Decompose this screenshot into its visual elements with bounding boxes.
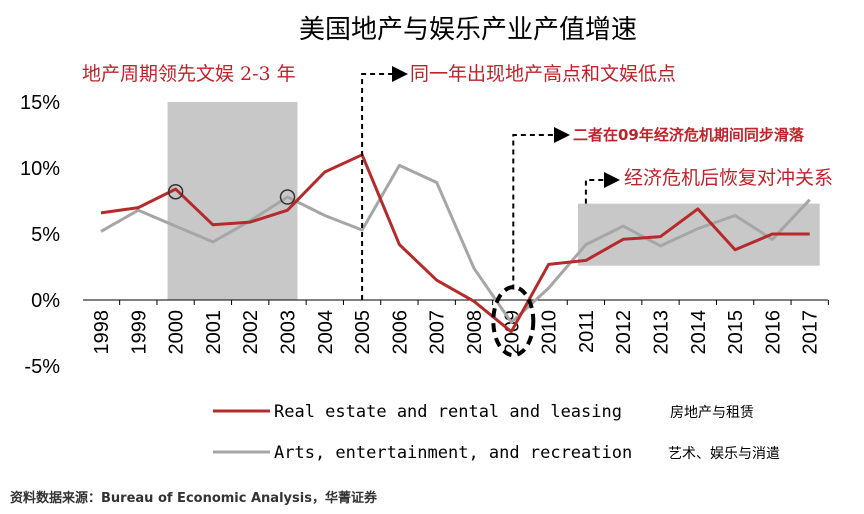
x-tick-label: 2011 <box>576 310 598 353</box>
legend-label-arts-cn: 艺术、娱乐与消遣 <box>668 446 780 462</box>
x-tick-label: 2003 <box>278 310 300 355</box>
x-tick-label: 2002 <box>240 310 262 355</box>
dashed-arrow <box>584 172 620 204</box>
x-tick-label: 2004 <box>315 310 337 355</box>
crisis-ellipse <box>491 285 536 358</box>
x-tick-label: 2015 <box>725 310 747 355</box>
legend-label-real-estate-cn: 房地产与租赁 <box>670 405 754 421</box>
source-note: 资料数据来源：Bureau of Economic Analysis，华菁证券 <box>10 490 378 506</box>
y-tick-label: 15% <box>20 92 60 114</box>
x-tick-label: 2014 <box>688 310 710 355</box>
legend-label-real-estate: Real estate and rental and leasing <box>274 402 622 422</box>
dashed-arrow <box>361 66 408 300</box>
x-tick-label: 2010 <box>539 310 561 355</box>
legend-label-arts: Arts, entertainment, and recreation <box>274 443 632 463</box>
y-tick-label: 10% <box>20 158 60 180</box>
x-tick-label: 2008 <box>464 310 486 355</box>
annotation-crisis: 二者在09年经济危机期间同步滑落 <box>573 126 805 144</box>
x-tick-label: 1999 <box>128 310 150 355</box>
x-tick-label: 2007 <box>427 310 449 355</box>
annotations: 地产周期领先文娱 2-3 年 同一年出现地产高点和文娱低点 二者在09年经济危机… <box>82 63 833 189</box>
x-tick-label: 2013 <box>651 310 673 355</box>
x-tick-label: 2005 <box>352 310 374 355</box>
y-axis: 15% 10% 5% 0% -5% <box>20 92 60 378</box>
series-line-real-estate <box>100 153 810 334</box>
x-tick-label: 1998 <box>91 310 113 355</box>
y-tick-label: 0% <box>31 290 60 312</box>
series-lines <box>100 153 811 334</box>
x-tick-label: 2006 <box>389 310 411 355</box>
x-tick-label: 2000 <box>166 310 188 355</box>
x-tick-label: 2012 <box>613 310 635 355</box>
x-tick-label: 2016 <box>762 310 784 355</box>
dashed-arrow <box>512 127 570 290</box>
annotation-hedge: 经济危机后恢复对冲关系 <box>624 167 833 189</box>
y-tick-label: -5% <box>24 356 60 378</box>
x-axis: 1998 1999 2000 2001 2002 2003 2004 2005 2006 2007… <box>83 299 829 355</box>
highlight-circle <box>167 184 184 200</box>
annotation-markers <box>167 66 620 358</box>
x-tick-label: 2017 <box>800 310 822 355</box>
x-tick-label: 2001 <box>203 310 225 355</box>
highlight-circle <box>279 189 296 205</box>
annotation-lead-lag: 地产周期领先文娱 2-3 年 <box>82 63 296 85</box>
annotation-same-year: 同一年出现地产高点和文娱低点 <box>410 63 676 85</box>
legend: Real estate and rental and leasing 房地产与租… <box>213 402 780 463</box>
chart-title: 美国地产与娱乐产业产值增速 <box>299 15 637 45</box>
y-tick-label: 5% <box>31 224 60 246</box>
series-line-arts <box>100 163 811 324</box>
